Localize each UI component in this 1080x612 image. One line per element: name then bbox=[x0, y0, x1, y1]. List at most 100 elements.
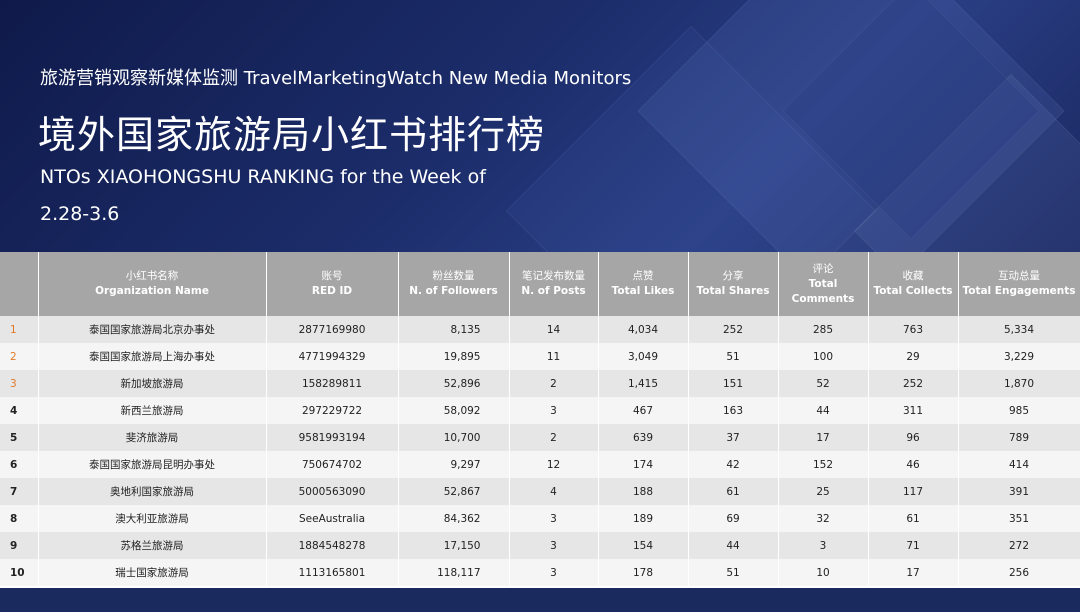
posts-cell: 2 bbox=[509, 424, 599, 451]
rank-cell: 10 bbox=[0, 559, 39, 586]
likes-cell: 4,034 bbox=[598, 316, 689, 343]
engagements-cell: 351 bbox=[958, 505, 1080, 532]
engagements-cell: 1,870 bbox=[958, 370, 1080, 397]
organization-name-cell: 泰国国家旅游局昆明办事处 bbox=[38, 451, 267, 478]
red-id-cell: 5000563090 bbox=[266, 478, 399, 505]
comments-cell: 17 bbox=[778, 424, 869, 451]
comments-cell: 52 bbox=[778, 370, 869, 397]
collects-cell: 61 bbox=[868, 505, 959, 532]
organization-name-cell: 泰国国家旅游局上海办事处 bbox=[38, 343, 267, 370]
likes-cell: 1,415 bbox=[598, 370, 689, 397]
collects-cell: 71 bbox=[868, 532, 959, 559]
table-row: 1 泰国国家旅游局北京办事处 2877169980 8,135 14 4,034 252 28… bbox=[0, 316, 1080, 343]
posts-cell: 4 bbox=[509, 478, 599, 505]
shares-cell: 51 bbox=[688, 343, 779, 370]
column-header-en: Total Shares bbox=[696, 285, 770, 297]
column-header-zh: 收藏 bbox=[902, 270, 924, 282]
shares-cell: 37 bbox=[688, 424, 779, 451]
column-header-zh: 小红书名称 bbox=[125, 270, 179, 282]
likes-cell: 188 bbox=[598, 478, 689, 505]
shares-cell: 151 bbox=[688, 370, 779, 397]
followers-cell: 118,117 bbox=[398, 559, 510, 586]
collects-cell: 17 bbox=[868, 559, 959, 586]
column-header bbox=[0, 252, 39, 316]
posts-cell: 14 bbox=[509, 316, 599, 343]
week-range: 2.28-3.6 bbox=[40, 203, 120, 225]
red-id-cell: 4771994329 bbox=[266, 343, 399, 370]
rank-cell: 6 bbox=[0, 451, 39, 478]
table-row: 5 斐济旅游局 9581993194 10,700 2 639 37 17 96 789 bbox=[0, 424, 1080, 451]
column-header-en: Total Engagements bbox=[962, 285, 1076, 297]
rank-cell: 3 bbox=[0, 370, 39, 397]
collects-cell: 252 bbox=[868, 370, 959, 397]
column-header-en: N. of Posts bbox=[521, 285, 586, 297]
posts-cell: 3 bbox=[509, 505, 599, 532]
comments-cell: 100 bbox=[778, 343, 869, 370]
column-header-en: Organization Name bbox=[95, 285, 209, 297]
red-id-cell: 158289811 bbox=[266, 370, 399, 397]
column-header: 粉丝数量 N. of Followers bbox=[398, 252, 510, 316]
comments-cell: 152 bbox=[778, 451, 869, 478]
table-row: 7 奥地利国家旅游局 5000563090 52,867 4 188 61 25 117 391 bbox=[0, 478, 1080, 505]
collects-cell: 96 bbox=[868, 424, 959, 451]
posts-cell: 3 bbox=[509, 532, 599, 559]
red-id-cell: SeeAustralia bbox=[266, 505, 399, 532]
column-header: 小红书名称 Organization Name bbox=[38, 252, 267, 316]
posts-cell: 2 bbox=[509, 370, 599, 397]
table-row: 9 苏格兰旅游局 1884548278 17,150 3 154 44 3 71 272 bbox=[0, 532, 1080, 559]
organization-name-cell: 瑞士国家旅游局 bbox=[38, 559, 267, 586]
followers-cell: 8,135 bbox=[398, 316, 510, 343]
table-row: 2 泰国国家旅游局上海办事处 4771994329 19,895 11 3,049 51 10… bbox=[0, 343, 1080, 370]
column-header-zh: 点赞 bbox=[632, 270, 654, 282]
ranking-table: 小红书名称 Organization Name 账号 RED ID 粉丝数量 N. of … bbox=[0, 252, 1080, 586]
ranking-table-container: 小红书名称 Organization Name 账号 RED ID 粉丝数量 N. of … bbox=[0, 252, 1080, 588]
collects-cell: 117 bbox=[868, 478, 959, 505]
engagements-cell: 391 bbox=[958, 478, 1080, 505]
engagements-cell: 5,334 bbox=[958, 316, 1080, 343]
followers-cell: 52,896 bbox=[398, 370, 510, 397]
column-header-zh: 评论 bbox=[812, 262, 834, 275]
followers-cell: 58,092 bbox=[398, 397, 510, 424]
organization-name-cell: 苏格兰旅游局 bbox=[38, 532, 267, 559]
footer-band bbox=[0, 588, 1080, 612]
table-header-row: 小红书名称 Organization Name 账号 RED ID 粉丝数量 N. of … bbox=[0, 252, 1080, 316]
comments-cell: 44 bbox=[778, 397, 869, 424]
shares-cell: 163 bbox=[688, 397, 779, 424]
organization-name-cell: 新加坡旅游局 bbox=[38, 370, 267, 397]
posts-cell: 3 bbox=[509, 559, 599, 586]
red-id-cell: 1113165801 bbox=[266, 559, 399, 586]
rank-cell: 9 bbox=[0, 532, 39, 559]
header-banner: 旅游营销观察新媒体监测 TravelMarketingWatch New Med… bbox=[0, 0, 1080, 252]
shares-cell: 51 bbox=[688, 559, 779, 586]
monitor-subtitle: 旅游营销观察新媒体监测 TravelMarketingWatch New Med… bbox=[40, 68, 632, 89]
column-header-en: Total Likes bbox=[611, 285, 675, 297]
red-id-cell: 2877169980 bbox=[266, 316, 399, 343]
organization-name-cell: 新西兰旅游局 bbox=[38, 397, 267, 424]
table-row: 3 新加坡旅游局 158289811 52,896 2 1,415 151 52 252 1,87… bbox=[0, 370, 1080, 397]
collects-cell: 29 bbox=[868, 343, 959, 370]
rank-cell: 4 bbox=[0, 397, 39, 424]
organization-name-cell: 斐济旅游局 bbox=[38, 424, 267, 451]
page-title: 境外国家旅游局小红书排行榜 bbox=[38, 113, 546, 157]
followers-cell: 10,700 bbox=[398, 424, 510, 451]
table-row: 8 澳大利亚旅游局 SeeAustralia 84,362 3 189 69 32 61 351 bbox=[0, 505, 1080, 532]
collects-cell: 763 bbox=[868, 316, 959, 343]
rank-cell: 5 bbox=[0, 424, 39, 451]
engagements-cell: 985 bbox=[958, 397, 1080, 424]
organization-name-cell: 泰国国家旅游局北京办事处 bbox=[38, 316, 267, 343]
column-header-en: Total Comments bbox=[791, 277, 855, 305]
rank-cell: 1 bbox=[0, 316, 39, 343]
collects-cell: 311 bbox=[868, 397, 959, 424]
column-header-en: N. of Followers bbox=[409, 285, 498, 297]
posts-cell: 12 bbox=[509, 451, 599, 478]
posts-cell: 3 bbox=[509, 397, 599, 424]
red-id-cell: 750674702 bbox=[266, 451, 399, 478]
column-header: 笔记发布数量 N. of Posts bbox=[509, 252, 599, 316]
organization-name-cell: 奥地利国家旅游局 bbox=[38, 478, 267, 505]
collects-cell: 46 bbox=[868, 451, 959, 478]
likes-cell: 178 bbox=[598, 559, 689, 586]
column-header-zh: 粉丝数量 bbox=[432, 270, 475, 282]
red-id-cell: 1884548278 bbox=[266, 532, 399, 559]
followers-cell: 52,867 bbox=[398, 478, 510, 505]
table-row: 6 泰国国家旅游局昆明办事处 750674702 9,297 12 174 42 152 46 4… bbox=[0, 451, 1080, 478]
